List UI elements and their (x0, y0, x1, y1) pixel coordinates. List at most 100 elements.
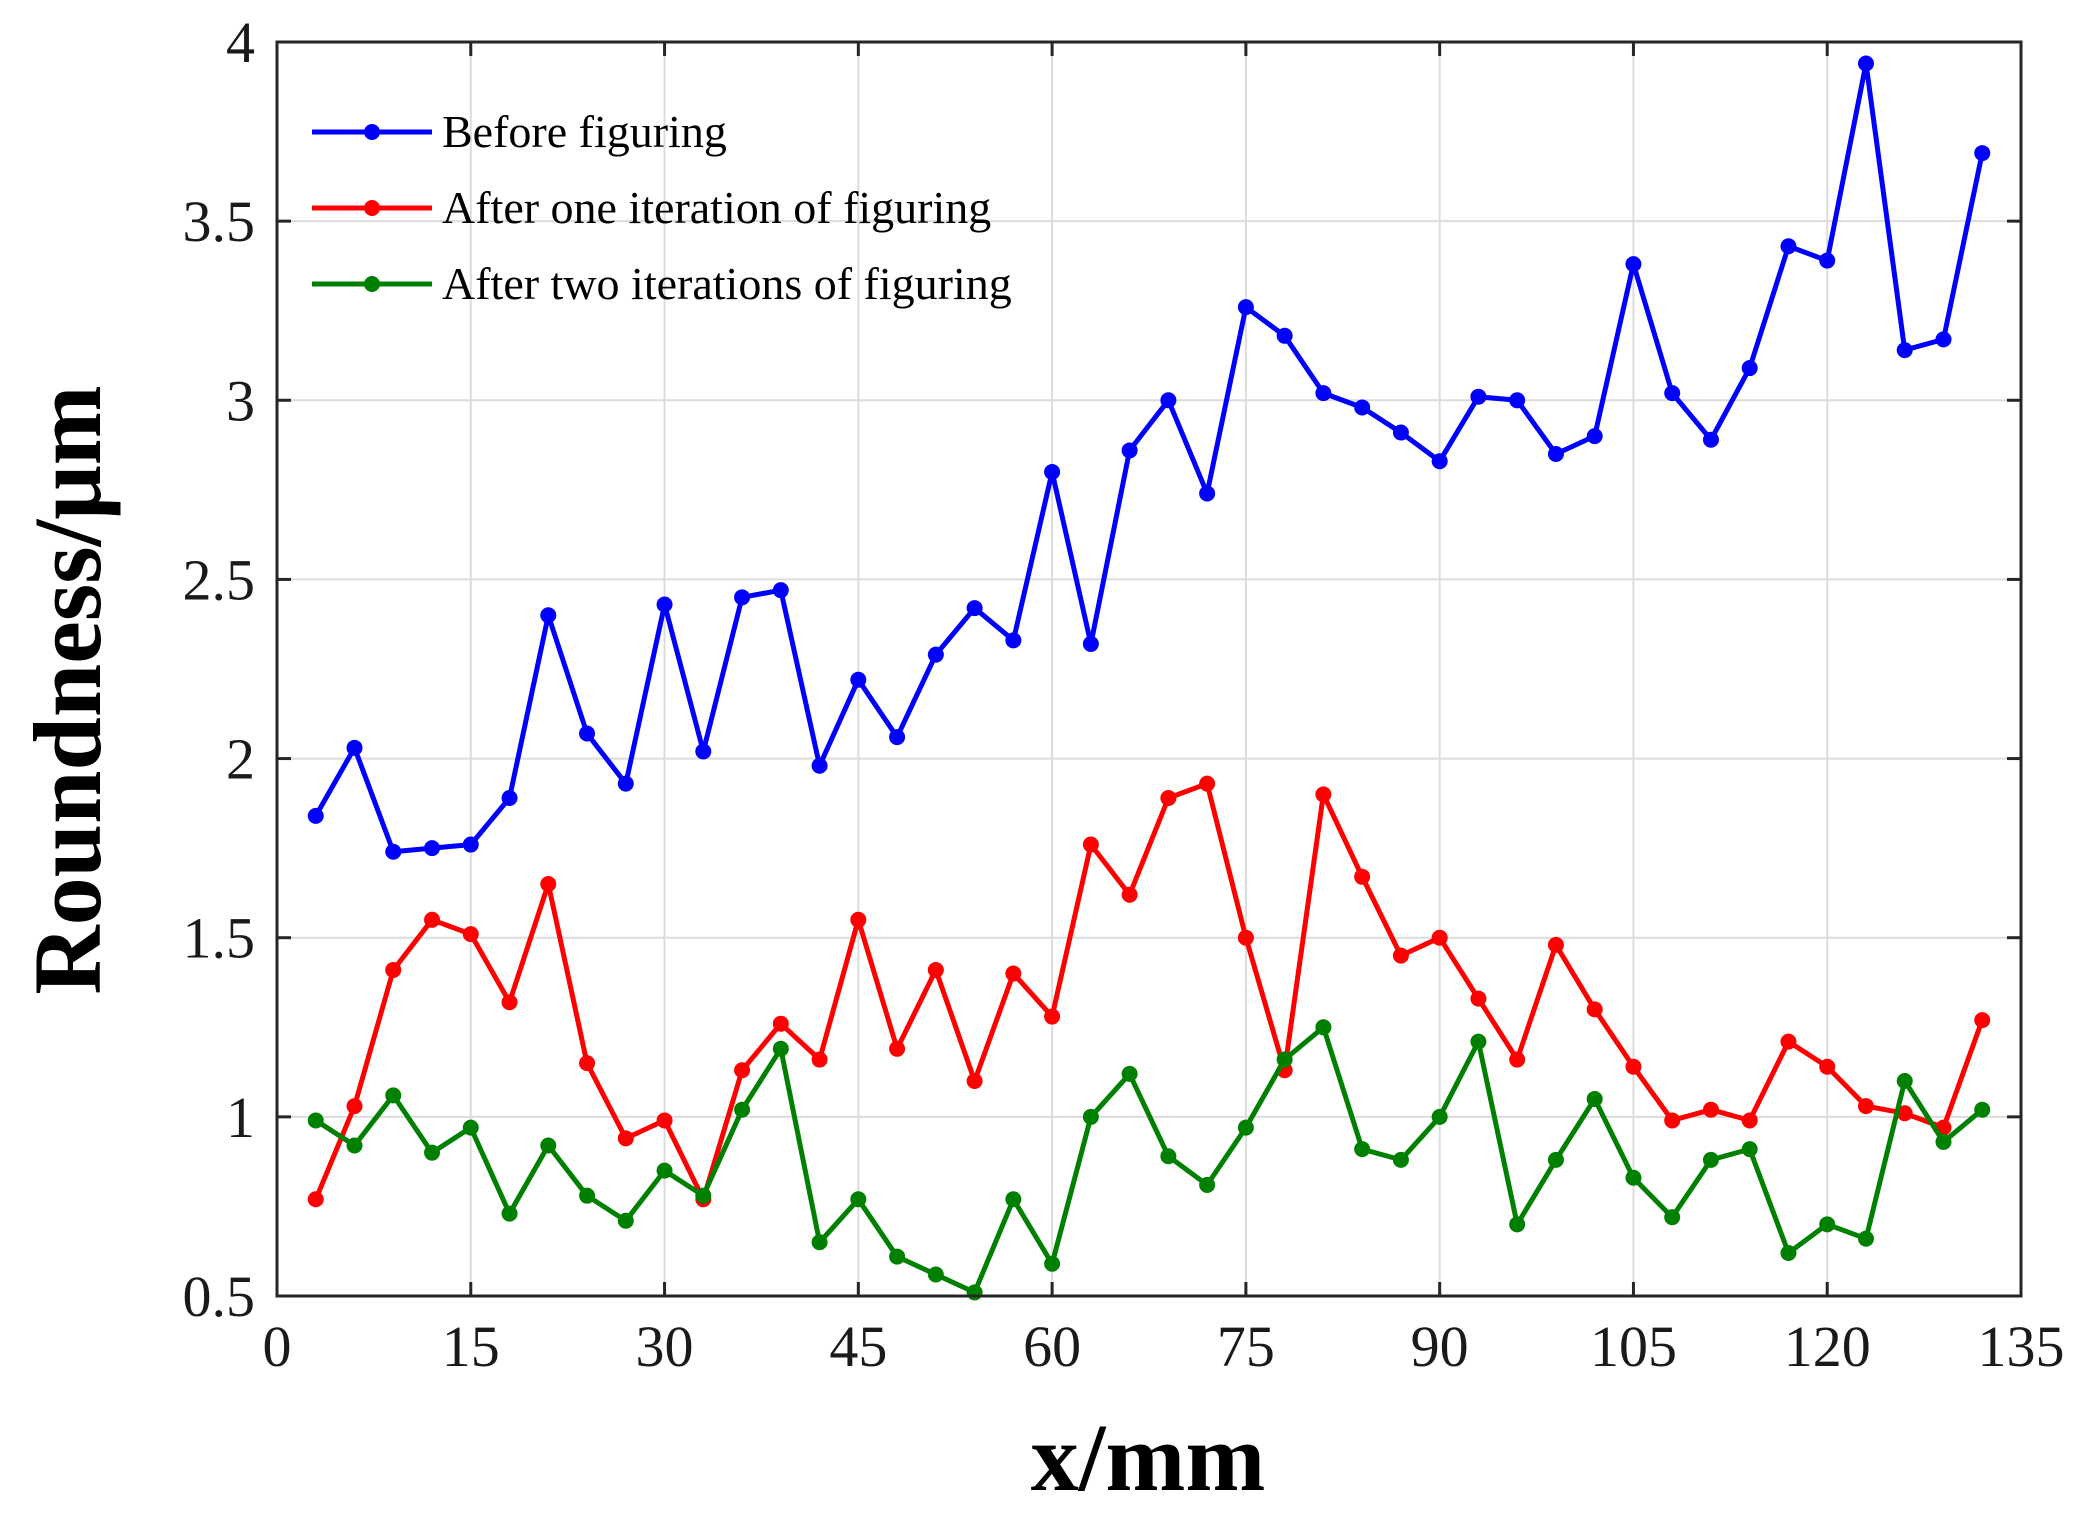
series-1 (307, 55, 1991, 860)
series-3 (307, 1019, 1991, 1301)
data-point (1702, 1151, 1719, 1168)
data-point (1857, 1098, 1874, 1115)
data-point (889, 1248, 906, 1265)
data-point (1044, 463, 1061, 480)
x-axis-title: x/mm (1031, 1404, 1266, 1511)
data-point (501, 789, 518, 806)
data-point (1857, 1230, 1874, 1247)
data-point (579, 725, 596, 742)
data-point (1896, 342, 1913, 359)
data-point (307, 1112, 324, 1129)
data-point (889, 729, 906, 746)
data-point (1780, 1033, 1797, 1050)
data-point (424, 1144, 441, 1161)
data-point (617, 1212, 634, 1229)
data-point (1819, 1058, 1836, 1075)
data-point (811, 1051, 828, 1068)
data-point (501, 994, 518, 1011)
data-point (462, 926, 479, 943)
legend-label: After one iteration of figuring (442, 182, 991, 233)
data-point (966, 600, 983, 617)
data-point (1005, 1191, 1022, 1208)
data-point (1082, 1108, 1099, 1125)
data-point (772, 1015, 789, 1032)
data-point (1431, 1108, 1448, 1125)
data-point (1237, 1119, 1254, 1136)
data-point (1160, 392, 1177, 409)
data-point (1780, 1245, 1797, 1262)
data-point (850, 1191, 867, 1208)
data-point (346, 1098, 363, 1115)
data-point (1974, 1012, 1991, 1029)
data-point (656, 1112, 673, 1129)
data-point (1664, 1112, 1681, 1129)
data-point (695, 743, 712, 760)
tick-labels: 0 15 30 45 60 75 90 105 120 135 0.5 1 1.5 2 2.5 3 3.5 4 (183, 10, 2065, 1379)
data-point (1974, 1101, 1991, 1118)
data-point (927, 961, 944, 978)
legend-entry: After two iterations of figuring (312, 258, 1012, 309)
data-point (1199, 1176, 1216, 1193)
data-point (927, 1266, 944, 1283)
data-point (1935, 331, 1952, 348)
data-point (617, 775, 634, 792)
data-point (1586, 1001, 1603, 1018)
data-point (1547, 446, 1564, 463)
data-point (772, 582, 789, 599)
x-tick-label: 45 (829, 1314, 887, 1379)
y-tick-label: 2 (226, 727, 255, 792)
data-point (1392, 424, 1409, 441)
x-tick-label: 135 (1978, 1314, 2065, 1379)
data-point (346, 1137, 363, 1154)
data-point (579, 1055, 596, 1072)
data-point (1935, 1133, 1952, 1150)
legend: Before figuring After one iteration of fi… (312, 106, 1012, 309)
data-point (1470, 1033, 1487, 1050)
data-point (1586, 428, 1603, 445)
data-point (424, 911, 441, 928)
data-point (1199, 775, 1216, 792)
data-point (1005, 632, 1022, 649)
data-point (927, 646, 944, 663)
data-point (1199, 485, 1216, 502)
data-point (1974, 145, 1991, 162)
data-point (1431, 453, 1448, 470)
y-axis-title: Roundness/μm (14, 385, 121, 994)
data-point (1896, 1073, 1913, 1090)
data-point (1741, 1141, 1758, 1158)
data-point (385, 1087, 402, 1104)
y-tick-label: 3 (226, 368, 255, 433)
legend-swatch-marker (364, 200, 380, 216)
y-tick-label: 3.5 (183, 189, 256, 254)
x-tick-label: 15 (442, 1314, 500, 1379)
data-point (1819, 252, 1836, 269)
data-point (1547, 1151, 1564, 1168)
data-point (966, 1284, 983, 1301)
data-point (462, 836, 479, 853)
data-point (1664, 385, 1681, 402)
data-point (889, 1040, 906, 1057)
data-point (1354, 399, 1371, 416)
series-line (313, 61, 1985, 855)
data-point (1315, 786, 1332, 803)
data-point (1896, 1105, 1913, 1122)
data-point (346, 739, 363, 756)
data-point (540, 1137, 557, 1154)
data-point (1780, 238, 1797, 255)
data-point (1625, 1058, 1642, 1075)
data-point (1741, 360, 1758, 377)
data-point (385, 843, 402, 860)
data-point (1702, 431, 1719, 448)
data-point (1276, 1051, 1293, 1068)
data-point (1857, 55, 1874, 72)
series-layer (307, 55, 1991, 1301)
data-point (656, 596, 673, 613)
data-point (1741, 1112, 1758, 1129)
data-point (1005, 965, 1022, 982)
data-point (850, 671, 867, 688)
data-point (307, 807, 324, 824)
data-point (501, 1205, 518, 1222)
data-point (1431, 929, 1448, 946)
